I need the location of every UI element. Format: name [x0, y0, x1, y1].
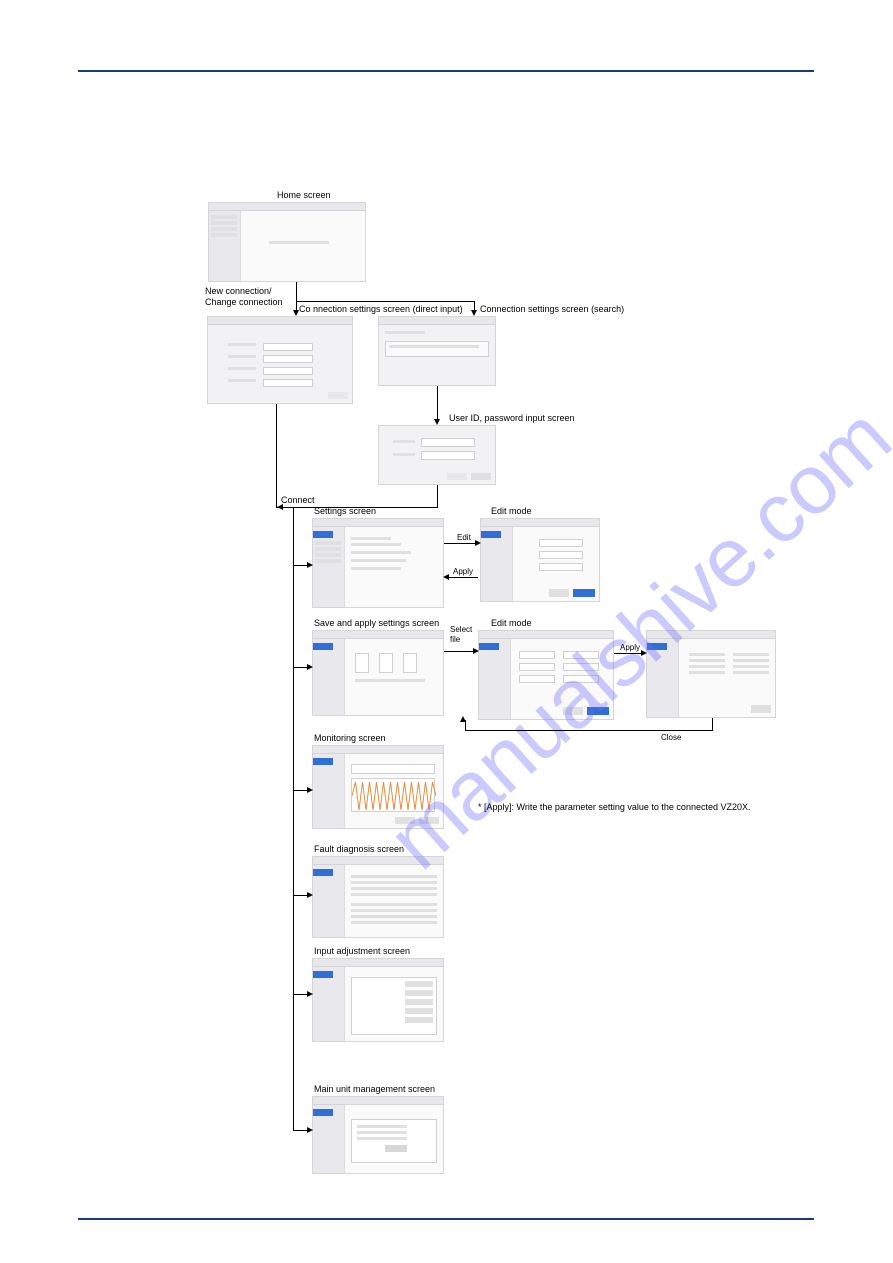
label-main-unit: Main unit management screen [314, 1084, 435, 1094]
label-conn-search: Connection settings screen (search) [480, 304, 624, 314]
horizontal-rule-top [78, 70, 814, 72]
arrowhead-apply-1 [443, 574, 449, 580]
arrowhead-branch-4 [307, 892, 313, 898]
arrow-branch-4 [293, 895, 308, 896]
screenshot-home [208, 202, 366, 282]
arrowhead-search-to-userid [434, 419, 440, 425]
arrow-main-trunk [293, 507, 294, 1130]
arrow-apply-2 [614, 653, 642, 654]
label-select-file: Selectfile [450, 625, 480, 644]
label-edit-mode-1: Edit mode [491, 506, 532, 516]
arrowhead-branch-5 [307, 991, 313, 997]
screenshot-conn-search [378, 316, 496, 386]
screenshot-input-adj [312, 958, 444, 1042]
screenshot-conn-direct [207, 316, 353, 404]
arrowhead-close [460, 716, 466, 722]
label-close: Close [661, 733, 681, 742]
label-conn-direct: Co nnection settings screen (direct inpu… [299, 304, 463, 314]
label-edit: Edit [457, 533, 471, 542]
label-fault-diag: Fault diagnosis screen [314, 844, 404, 854]
screenshot-save-apply [312, 630, 444, 716]
arrow-branch-1 [293, 565, 308, 566]
arrow-select-file [444, 651, 474, 652]
label-apply-2: Apply [620, 643, 640, 652]
monitoring-waveform [352, 779, 436, 813]
label-home-screen: Home screen [277, 190, 331, 200]
arrow-direct-down [276, 404, 277, 507]
arrow-branch-5 [293, 994, 308, 995]
footnote-apply: * [Apply]: Write the parameter setting v… [478, 802, 750, 812]
arrowhead-edit [475, 540, 481, 546]
arrow-branch-3 [293, 790, 308, 791]
horizontal-rule-bottom [78, 1218, 814, 1220]
label-connect: Connect [281, 495, 315, 505]
arrowhead-branch-3 [307, 787, 313, 793]
screenshot-userid [378, 425, 496, 485]
label-monitoring: Monitoring screen [314, 733, 386, 743]
screenshot-monitoring [312, 745, 444, 829]
screenshot-settings [312, 518, 444, 608]
label-userid: User ID, password input screen [449, 413, 575, 423]
arrowhead-to-search [471, 310, 477, 316]
label-settings-screen: Settings screen [314, 506, 376, 516]
arrow-branch-6 [293, 1130, 308, 1131]
arrowhead-branch-1 [307, 562, 313, 568]
screenshot-fault-diag [312, 856, 444, 938]
screenshot-main-unit [312, 1096, 444, 1174]
arrowhead-branch-6 [307, 1127, 313, 1133]
label-apply: Apply [453, 567, 473, 576]
arrow-home-down [296, 282, 297, 310]
arrow-branch-2 [293, 667, 308, 668]
arrowhead-apply-2 [641, 650, 647, 656]
arrow-userid-down [437, 485, 438, 507]
label-input-adj: Input adjustment screen [314, 946, 410, 956]
arrowhead-select-file [473, 648, 479, 654]
screenshot-edit-mode-1 [480, 518, 600, 602]
arrow-search-to-userid [437, 386, 438, 420]
arrowhead-branch-2 [307, 664, 313, 670]
arrow-apply-1 [448, 577, 478, 578]
screenshot-edit-mode-3 [646, 630, 776, 718]
screenshot-edit-mode-2 [478, 630, 614, 720]
arrow-split-horizontal [296, 301, 474, 302]
arrow-edit [444, 543, 476, 544]
arrow-close-horiz [465, 730, 713, 731]
label-save-apply: Save and apply settings screen [314, 618, 439, 628]
label-edit-mode-2: Edit mode [491, 618, 532, 628]
label-new-connection: New connection/Change connection [205, 286, 295, 308]
arrow-close-down [712, 718, 713, 730]
